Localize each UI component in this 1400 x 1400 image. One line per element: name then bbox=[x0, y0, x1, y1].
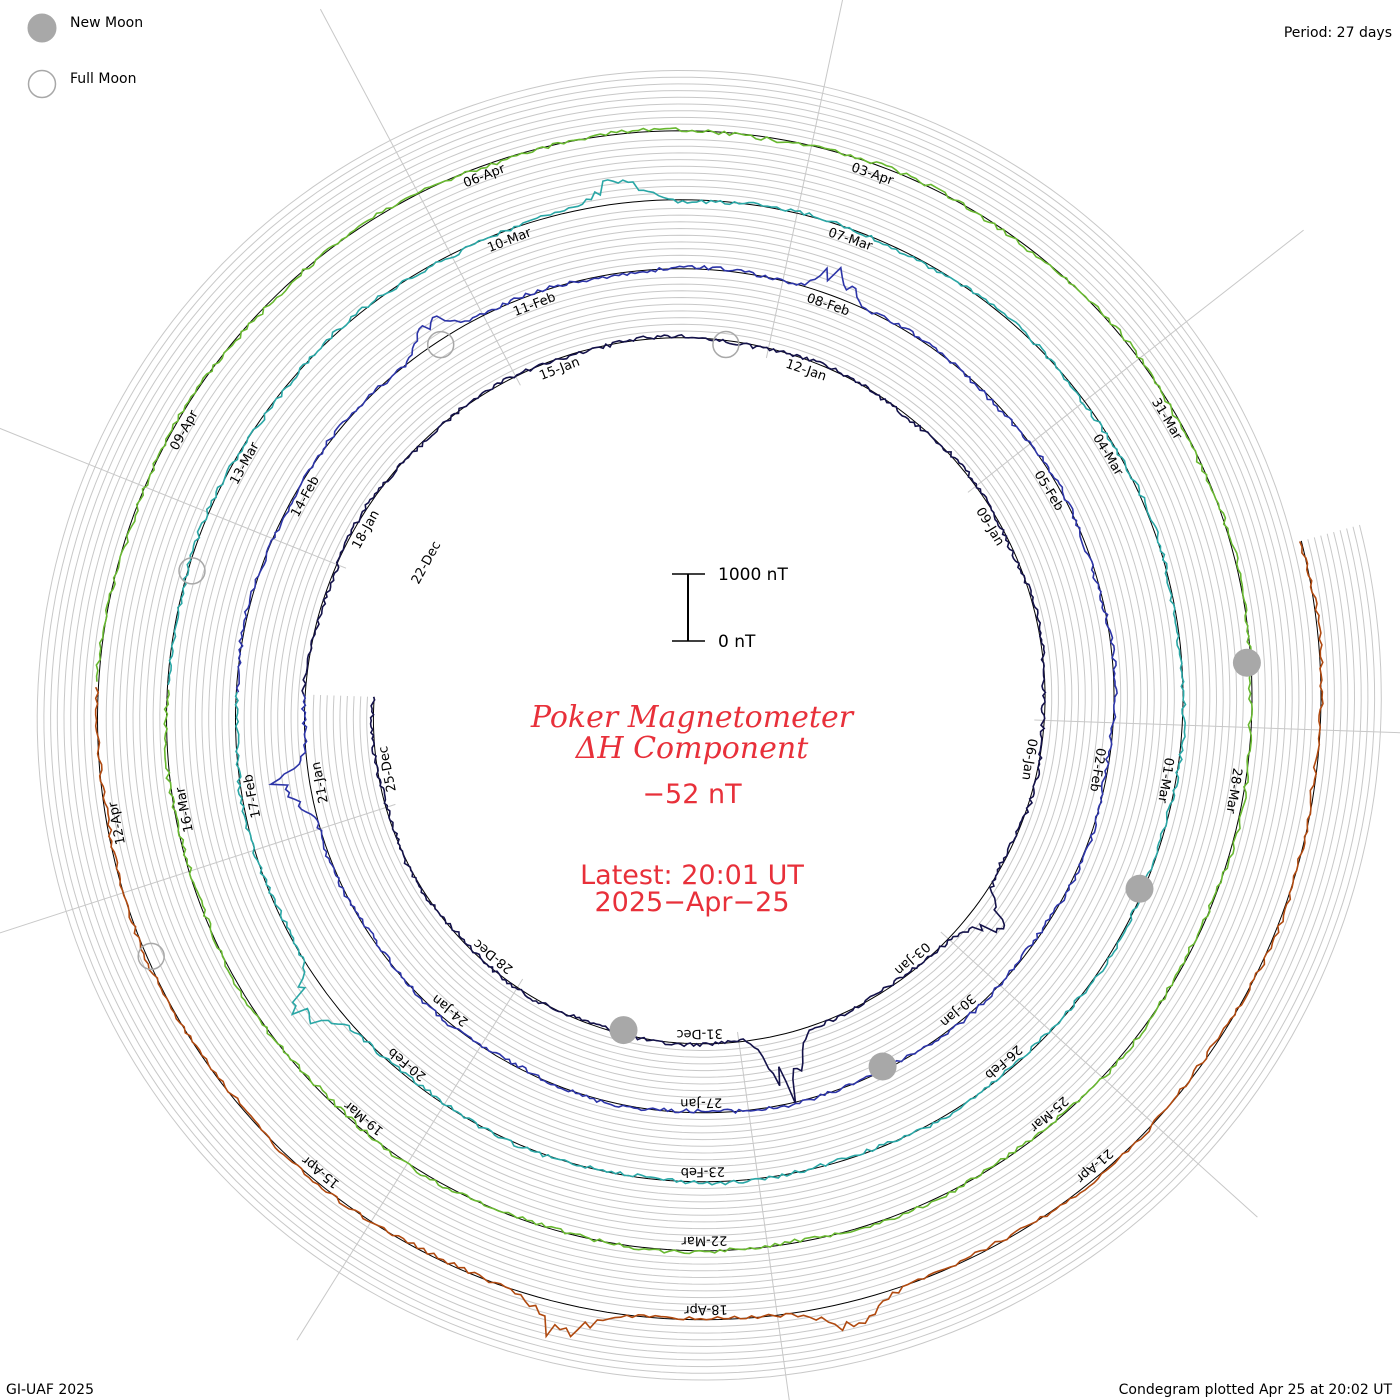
series-line-rev-1 bbox=[301, 333, 1047, 1105]
full-moon-marker bbox=[712, 330, 740, 359]
full-moon-marker bbox=[178, 557, 206, 585]
series-line-rev-3 bbox=[167, 179, 1187, 1186]
chart-subtitle: ΔH Component bbox=[575, 731, 809, 766]
grid-ring bbox=[50, 83, 1369, 1368]
date-tick-label: 06-Apr bbox=[461, 161, 508, 191]
legend-new-moon-label: New Moon bbox=[70, 15, 143, 31]
scale-bar: 1000 nT 0 nT bbox=[672, 565, 788, 652]
grid-ring bbox=[83, 116, 1335, 1334]
series-traces bbox=[94, 127, 1324, 1339]
grid-ring bbox=[43, 76, 1376, 1374]
legend-full-moon-label: Full Moon bbox=[70, 71, 136, 87]
new-moon-marker bbox=[609, 1016, 638, 1045]
grid-ring bbox=[90, 123, 1329, 1327]
moon-markers bbox=[137, 330, 1261, 1081]
footer-plot-time: Condegram plotted Apr 25 at 20:02 UT bbox=[1119, 1382, 1393, 1398]
date-tick-label: 18-Apr bbox=[683, 1301, 727, 1317]
grid-spoke bbox=[319, 8, 521, 386]
grid-spoke bbox=[0, 427, 347, 569]
date-tick-label: 03-Apr bbox=[849, 161, 896, 189]
period-label: Period: 27 days bbox=[1284, 25, 1392, 41]
grid-ring bbox=[76, 110, 1342, 1341]
new-moon-marker bbox=[1232, 648, 1261, 677]
grid-rings bbox=[36, 69, 1382, 1381]
date-tick-label: 23-Feb bbox=[680, 1163, 725, 1179]
date-tick-label: 12-Apr bbox=[106, 800, 129, 846]
series-line-rev-4 bbox=[95, 127, 1254, 1255]
date-tick-label: 17-Feb bbox=[241, 773, 264, 819]
grid-ring bbox=[36, 69, 1382, 1381]
date-tick-label: 22-Dec bbox=[409, 539, 444, 587]
date-tick-label: 27-Jan bbox=[680, 1094, 722, 1110]
series-line-rev-2 bbox=[235, 264, 1118, 1114]
new-moon-marker bbox=[1125, 874, 1154, 903]
grid-spoke bbox=[296, 978, 524, 1341]
date-tick-label: 16-Mar bbox=[173, 785, 197, 833]
grid-ring bbox=[56, 90, 1362, 1361]
date-tick-label: 06-Jan bbox=[1018, 737, 1039, 781]
date-tick-label: 12-Jan bbox=[784, 357, 829, 385]
scale-top-label: 1000 nT bbox=[718, 565, 788, 585]
series-line-rev-5 bbox=[94, 541, 1324, 1339]
latest-date: 2025−Apr−25 bbox=[594, 887, 789, 918]
current-value: −52 nT bbox=[642, 779, 742, 810]
date-tick-label: 22-Mar bbox=[681, 1232, 728, 1248]
legend: New Moon Full Moon bbox=[27, 13, 143, 99]
grid-spoke bbox=[967, 229, 1304, 493]
date-tick-label: 02-Feb bbox=[1086, 747, 1108, 793]
full-moon-marker bbox=[426, 330, 455, 359]
date-tick-label: 28-Mar bbox=[1222, 767, 1244, 815]
full-moon-legend-icon bbox=[27, 69, 57, 99]
date-tick-label: 08-Feb bbox=[805, 291, 852, 319]
new-moon-marker bbox=[868, 1052, 897, 1081]
new-moon-legend-icon bbox=[27, 13, 57, 43]
date-tick-label: 31-Dec bbox=[676, 1025, 723, 1041]
grid-spoke bbox=[940, 931, 1258, 1218]
footer-credit: GI-UAF 2025 bbox=[6, 1382, 94, 1398]
date-tick-label: 07-Mar bbox=[826, 225, 875, 254]
grid-spoke bbox=[1034, 719, 1400, 734]
scale-bottom-label: 0 nT bbox=[718, 632, 756, 652]
chart-title: Poker Magnetometer bbox=[530, 700, 855, 735]
grid-spoke bbox=[0, 803, 396, 934]
grid-spoke bbox=[737, 1031, 790, 1400]
grid-spoke bbox=[765, 0, 844, 359]
grid-ring bbox=[63, 96, 1356, 1354]
grid-ring bbox=[70, 103, 1349, 1348]
full-moon-marker bbox=[137, 942, 165, 971]
latest-time: Latest: 20:01 UT bbox=[580, 860, 804, 891]
date-tick-label: 01-Mar bbox=[1154, 756, 1176, 804]
